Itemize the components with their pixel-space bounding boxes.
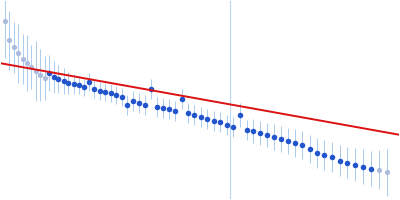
Point — [124, 103, 131, 107]
Point — [198, 115, 204, 118]
Point — [217, 120, 223, 123]
Point — [96, 89, 103, 93]
Point — [329, 155, 335, 158]
Point — [65, 82, 72, 85]
Point — [292, 141, 298, 144]
Point — [185, 111, 191, 115]
Point — [108, 91, 114, 95]
Point — [91, 87, 98, 91]
Point — [76, 84, 82, 87]
Point — [360, 165, 366, 168]
Point — [172, 109, 178, 113]
Point — [28, 66, 34, 69]
Point — [344, 161, 350, 164]
Point — [55, 78, 62, 81]
Point — [160, 106, 166, 110]
Point — [314, 151, 320, 154]
Point — [336, 159, 343, 162]
Point — [230, 125, 236, 128]
Point — [191, 113, 198, 116]
Point — [148, 87, 154, 91]
Point — [50, 76, 57, 79]
Point — [113, 93, 120, 97]
Point — [37, 74, 43, 77]
Point — [306, 147, 313, 150]
Point — [2, 19, 8, 22]
Point — [60, 80, 67, 83]
Point — [375, 168, 382, 171]
Point — [136, 101, 142, 105]
Point — [166, 107, 172, 111]
Point — [352, 163, 358, 166]
Point — [6, 39, 13, 42]
Point — [130, 99, 137, 103]
Point — [41, 77, 48, 80]
Point — [224, 123, 230, 126]
Point — [32, 70, 39, 73]
Point — [86, 81, 92, 84]
Point — [178, 97, 185, 101]
Point — [278, 137, 284, 140]
Point — [119, 95, 125, 99]
Point — [102, 90, 108, 94]
Point — [368, 167, 374, 170]
Point — [237, 113, 243, 116]
Point — [271, 135, 277, 138]
Point — [15, 52, 22, 55]
Point — [204, 117, 210, 120]
Point — [24, 62, 30, 65]
Point — [250, 129, 257, 132]
Point — [321, 153, 328, 156]
Point — [45, 72, 52, 75]
Point — [154, 105, 160, 109]
Point — [11, 46, 17, 49]
Point — [210, 119, 217, 122]
Point — [70, 83, 77, 86]
Point — [383, 171, 390, 174]
Point — [20, 58, 26, 61]
Point — [257, 131, 263, 134]
Point — [244, 128, 250, 131]
Point — [264, 133, 270, 136]
Point — [299, 143, 306, 146]
Point — [81, 85, 87, 89]
Point — [285, 139, 291, 142]
Point — [142, 103, 148, 107]
